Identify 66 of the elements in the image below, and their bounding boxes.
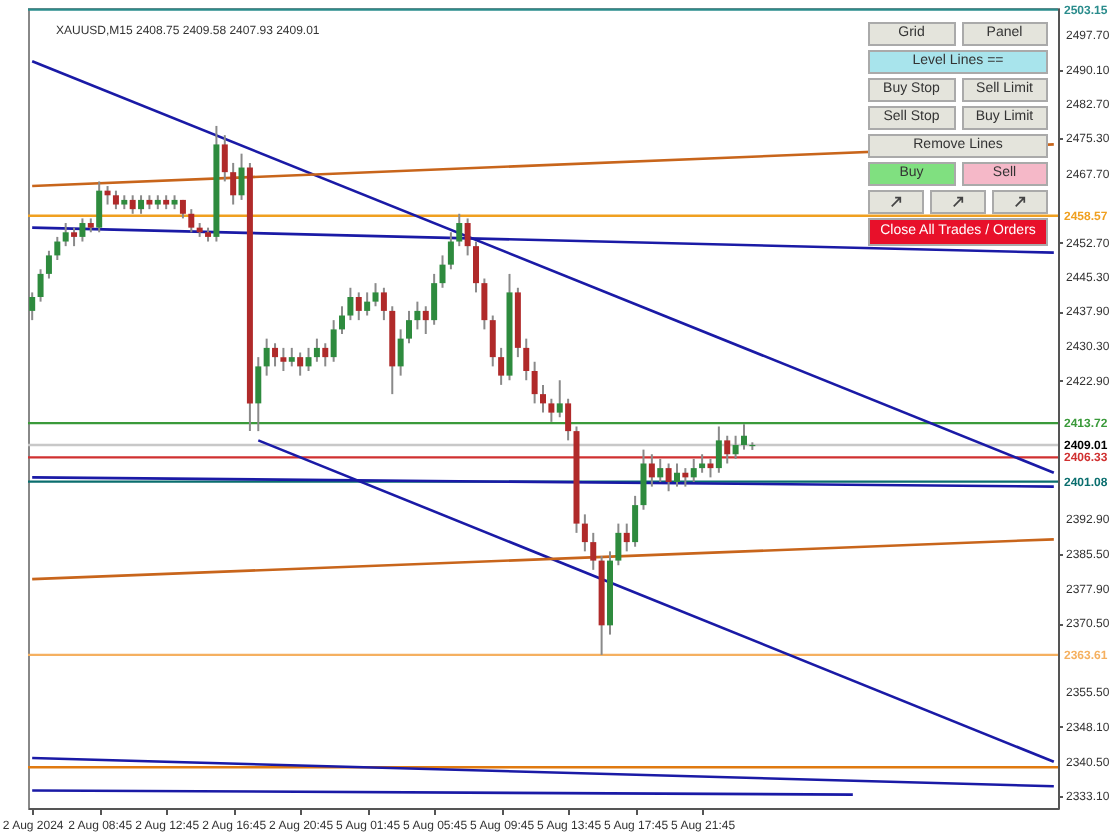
candlestick [556, 379, 563, 419]
candlestick [96, 180, 103, 234]
candlestick [590, 531, 597, 571]
candlestick [431, 272, 438, 326]
candlestick [288, 346, 295, 368]
candlestick [464, 217, 471, 257]
candlestick [406, 309, 413, 345]
candlestick [690, 457, 697, 483]
candlestick [45, 249, 52, 280]
candlestick [581, 513, 588, 553]
candlestick [724, 434, 731, 465]
candlestick [372, 282, 379, 308]
candlestick [112, 189, 119, 211]
candlestick [648, 453, 655, 488]
candlestick [188, 208, 195, 234]
candlestick [330, 319, 337, 363]
candlestick [305, 346, 312, 373]
candlestick [640, 448, 647, 511]
candlestick [71, 226, 78, 248]
candlestick [699, 453, 706, 474]
candlestick [138, 194, 145, 215]
candlestick [548, 397, 555, 423]
candlestick [54, 235, 61, 262]
candlestick [297, 351, 304, 377]
candlestick [623, 522, 630, 553]
candlestick [255, 356, 262, 433]
candlestick [540, 383, 546, 414]
candlestick [347, 286, 354, 322]
candlestick [615, 522, 622, 567]
candlestick [230, 161, 237, 206]
candlestick [339, 305, 346, 336]
candlestick [447, 231, 454, 271]
candlestick [272, 342, 279, 368]
candlestick [523, 337, 530, 382]
candlestick [129, 194, 136, 215]
candlestick [313, 337, 320, 363]
candlestick [715, 425, 722, 474]
candlestick [397, 328, 404, 377]
candlestick [665, 462, 672, 493]
candlestick [632, 494, 639, 548]
candlestick [79, 217, 86, 243]
candlestick [439, 254, 446, 289]
candlestick [565, 397, 572, 442]
candlestick [489, 314, 496, 368]
candlestick [456, 212, 463, 248]
candlestick [62, 222, 69, 248]
candlestick [732, 434, 739, 460]
candlestick [657, 457, 664, 483]
candlestick [422, 305, 429, 336]
candlestick [380, 286, 387, 322]
candlestick [473, 240, 480, 294]
candlestick [707, 457, 714, 479]
candlestick [263, 337, 270, 377]
candlestick [364, 291, 371, 317]
candlestick [673, 462, 680, 488]
candlestick [481, 277, 488, 331]
candlestick [322, 342, 329, 368]
candlestick [37, 268, 44, 303]
candlestick [238, 152, 245, 201]
candlestick [414, 300, 421, 331]
candlestick [280, 346, 287, 373]
candlestick [355, 291, 362, 322]
candlestick [221, 134, 228, 183]
candlestick [531, 360, 538, 405]
candlestick [498, 346, 505, 386]
candlestick [740, 423, 747, 451]
